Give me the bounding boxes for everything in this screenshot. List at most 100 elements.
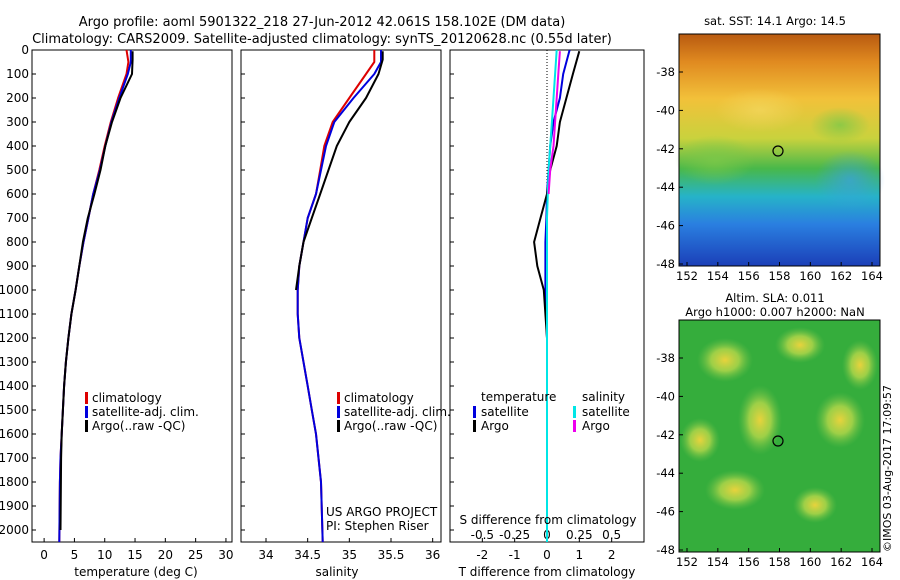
sst-texture: [715, 88, 805, 132]
series-line-argo-raw-qc-: [295, 51, 384, 291]
x-tick-label: 0: [40, 548, 48, 562]
map-x-tick-label: 160: [799, 555, 821, 569]
project-credit: US ARGO PROJECT: [326, 505, 438, 519]
depth-tick-label: 700: [6, 211, 29, 225]
map-y-tick-label: -48: [656, 257, 675, 271]
imos-timestamp: ©IMOS 03-Aug-2017 17:09:57: [881, 385, 894, 552]
legend-swatch-satellite: [337, 406, 340, 418]
map-y-tick-label: -38: [656, 65, 675, 79]
temperature-xlabel: temperature (deg C): [74, 565, 197, 579]
map-y-tick-label: -42: [656, 142, 675, 156]
sla-texture: [842, 340, 878, 390]
legend-swatch-s-satellite: [573, 406, 576, 418]
legend-swatch-t-satellite: [473, 406, 476, 418]
temperature-series: [58, 49, 134, 543]
x-tick-label: 5: [71, 548, 79, 562]
map-y-tick-label: -46: [656, 505, 675, 519]
legend-label-climatology: climatology: [344, 391, 414, 405]
legend-swatch-argo: [85, 420, 88, 432]
salinity-series: [295, 50, 384, 543]
legend-label-s-argo: Argo: [582, 419, 610, 433]
series-line-temperature-satellite: [544, 49, 571, 542]
map-y-tick-label: -40: [656, 103, 675, 117]
header-line-2: Climatology: CARS2009. Satellite-adjuste…: [32, 32, 612, 47]
sst-map-title: sat. SST: 14.1 Argo: 14.5: [704, 14, 846, 28]
salinity-plot-frame: [240, 49, 442, 543]
map-x-tick-label: 154: [707, 269, 729, 283]
depth-tick-label: 1200: [0, 331, 29, 345]
map-x-tick-label: 154: [707, 555, 729, 569]
x-tick-label: 35: [342, 548, 357, 562]
depth-tick-label: 1600: [0, 427, 29, 441]
difference-xlabel: T difference from climatology: [458, 565, 636, 579]
depth-tick-label: 100: [6, 67, 29, 81]
depth-tick-label: 600: [6, 187, 29, 201]
difference-legend: temperature salinity satellite Argo sate…: [473, 390, 630, 433]
series-line-satellite-adj-clim-: [58, 50, 132, 543]
x-tick-label: -1: [509, 548, 521, 562]
map-y-tick-label: -40: [656, 389, 675, 403]
salinity-legend: climatology satellite-adj. clim. Argo(..…: [337, 391, 451, 433]
sla-texture: [738, 385, 782, 455]
sst-texture: [815, 150, 885, 210]
map-x-tick-label: 160: [799, 269, 821, 283]
series-line-salinity-satellite: [546, 49, 558, 542]
depth-tick-label: 0: [21, 43, 29, 57]
sla-texture: [697, 338, 753, 382]
salinity-xlabel: salinity: [315, 565, 358, 579]
legend-label-t-argo: Argo: [481, 419, 509, 433]
sst-map: 152 154 156 158 160 162 164 -38 -40 -42 -44 -46 -48: [656, 33, 885, 283]
depth-tick-label: 500: [6, 163, 29, 177]
argo-location-marker: [772, 435, 784, 447]
depth-tick-label: 2000: [0, 523, 29, 537]
depth-tick-label: 800: [6, 235, 29, 249]
legend-label-argo: Argo(..raw -QC): [344, 419, 437, 433]
difference-slabel: S difference from climatology: [460, 513, 637, 527]
pi-credit: PI: Stephen Riser: [326, 519, 429, 533]
x-tick-label: 0: [543, 548, 551, 562]
map-y-tick-label: -46: [656, 219, 675, 233]
sla-map: 152 154 156 158 160 162 164 -38 -40 -42 -44 -46 -48: [656, 319, 883, 569]
legend-label-s-satellite: satellite: [582, 405, 630, 419]
legend-swatch-satellite: [85, 406, 88, 418]
secondary-tick-label: -0.25: [499, 528, 530, 542]
secondary-tick-label: 0.5: [602, 528, 621, 542]
temperature-axes: 0 5 10 15 20 25 30: [40, 538, 234, 562]
salinity-axes: 34 34.5 35 35.5 36: [258, 538, 440, 562]
sla-map-axes: 152 154 156 158 160 162 164 -38 -40 -42 -44 -46 -48: [656, 351, 883, 569]
x-tick-label: 1: [576, 548, 584, 562]
series-line-climatology: [296, 50, 376, 543]
map-y-tick-label: -38: [656, 351, 675, 365]
x-tick-label: 15: [127, 548, 142, 562]
sla-texture: [815, 392, 865, 448]
map-x-tick-label: 164: [861, 555, 883, 569]
legend-label-satellite: satellite-adj. clim.: [344, 405, 451, 419]
depth-tick-label: 1900: [0, 499, 29, 513]
legend-label-argo: Argo(..raw -QC): [92, 419, 185, 433]
legend-label-t-satellite: satellite: [481, 405, 529, 419]
x-tick-label: 35.5: [378, 548, 405, 562]
series-line-argo-raw-qc-: [59, 51, 134, 531]
x-tick-label: 2: [608, 548, 616, 562]
secondary-tick-label: -0.5: [471, 528, 494, 542]
series-line-salinity-argo: [547, 51, 561, 195]
depth-tick-label: 300: [6, 115, 29, 129]
map-y-tick-label: -44: [656, 466, 675, 480]
difference-series: [533, 49, 581, 542]
map-x-tick-label: 152: [676, 269, 698, 283]
sla-map-title-1: Altim. SLA: 0.011: [725, 291, 824, 305]
x-tick-label: 10: [97, 548, 112, 562]
depth-tick-label: 1100: [0, 307, 29, 321]
sla-texture: [680, 418, 720, 462]
x-tick-label: 34: [258, 548, 273, 562]
sla-texture: [793, 487, 837, 523]
map-y-tick-label: -42: [656, 428, 675, 442]
header-line-1: Argo profile: aoml 5901322_218 27-Jun-20…: [79, 15, 566, 30]
depth-tick-label: 900: [6, 259, 29, 273]
series-line-satellite-adj-clim-: [296, 50, 382, 543]
depth-tick-label: 1300: [0, 355, 29, 369]
argo-location-marker: [772, 145, 784, 157]
secondary-tick-label: 0.25: [566, 528, 593, 542]
legend-swatch-climatology: [337, 392, 340, 404]
